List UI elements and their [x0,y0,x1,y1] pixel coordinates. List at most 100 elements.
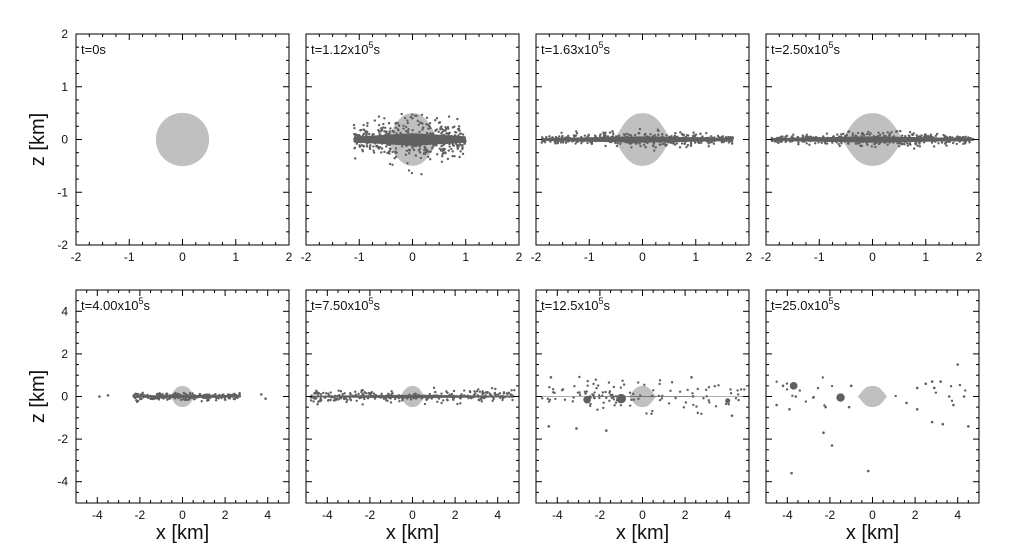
particle [932,136,935,139]
particle [900,134,904,137]
particle [775,140,778,143]
particle [549,140,552,143]
particle [426,155,430,159]
particle [442,399,445,402]
x-axis-title: x [km] [156,522,209,544]
particle [381,140,384,144]
particle-clump [616,393,626,404]
particle [445,136,449,139]
particle [357,140,360,144]
particle [593,391,596,394]
particle [939,137,943,141]
particle [166,398,169,401]
particle [337,398,340,401]
particle [367,132,371,136]
particle [541,137,545,140]
panel-6: -4 -2 0 2 4 x [km] t=7.50x105s [305,289,520,544]
particle [888,138,892,142]
particle [718,136,722,139]
x-axis-title: x [km] [616,522,669,544]
particle [590,141,594,144]
particle [837,142,840,146]
particle [204,393,207,396]
particle [401,394,404,398]
particle [825,132,829,135]
time-label-unit: s [143,298,150,313]
particle [676,135,679,138]
particle [865,132,869,136]
particle [661,135,664,138]
particle [425,398,428,401]
particle [327,392,330,395]
particle [329,391,332,394]
particle [372,145,375,148]
particle [322,391,325,395]
particle [592,396,596,399]
particle [370,391,373,395]
particle [613,404,616,407]
x-tick-label: -4 [552,508,563,522]
particle [654,146,657,149]
particle [421,128,424,131]
particle [784,135,787,138]
particle [797,143,800,146]
particle [475,390,479,393]
particle [435,117,439,120]
particle [661,132,664,136]
particle [398,399,401,403]
particle [897,145,901,148]
particle [449,135,452,138]
particle [348,397,352,400]
particle [368,146,372,149]
particle [372,132,375,136]
particle [610,396,614,400]
particle [432,395,435,398]
time-label-base: t=25.0x10 [771,298,828,313]
particle [651,136,655,139]
particle [677,140,680,143]
particle [670,381,674,384]
particle [454,135,458,138]
particle [546,137,549,141]
time-label-exponent: 5 [368,296,373,306]
particle [154,396,157,400]
panel-5: -4 -2 0 2 4 -4 -2 0 2 4 z [km] x [km] t=4.00x105s [27,289,290,544]
particle [873,142,876,146]
particle [892,135,896,138]
particle [560,131,563,134]
time-label: t=0s [81,42,106,57]
particle [396,128,400,131]
particle [709,139,713,142]
particle [737,398,740,402]
particle [238,393,241,396]
particle [803,140,806,143]
particle [167,394,171,398]
particle [706,137,709,140]
particle [434,142,437,145]
x-tick-label: -4 [92,508,103,522]
particle [156,392,159,396]
y-tick-label: 1 [61,80,68,94]
particle [422,136,426,139]
particle [423,394,426,397]
particle [827,139,831,142]
particle [388,147,392,150]
particle [662,138,666,142]
particle [665,137,668,141]
time-label-unit: s [833,42,840,57]
particle [806,135,810,139]
particle [701,138,705,142]
particle [705,139,708,142]
particle [635,139,638,143]
particle [444,125,447,129]
particle [389,127,392,130]
particle [899,129,902,133]
particle [785,382,789,385]
particle [349,392,352,396]
particle [575,427,578,430]
particle [341,393,344,396]
particle [594,136,598,140]
particle [412,148,416,152]
particle [861,131,864,135]
time-label-exponent: 5 [368,40,373,50]
